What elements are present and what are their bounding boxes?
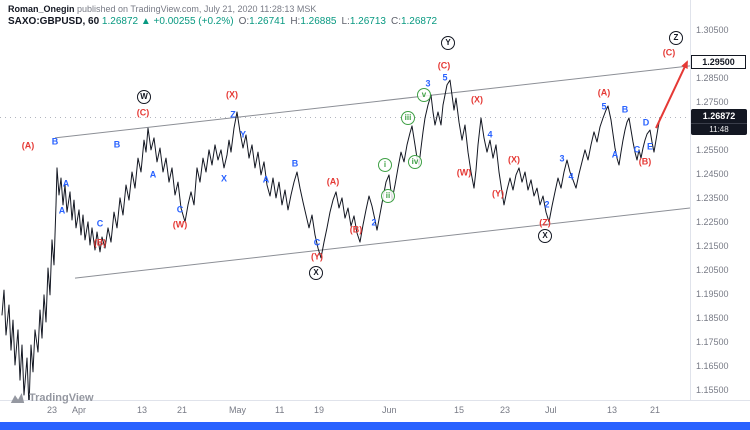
tradingview-logo-icon (10, 392, 25, 404)
y-axis-label: 1.18500 (696, 313, 729, 323)
y-axis-label: 1.15500 (696, 385, 729, 395)
y-axis-label: 1.17500 (696, 337, 729, 347)
x-axis-label: Jun (382, 405, 397, 415)
x-axis-label: 15 (454, 405, 465, 415)
y-axis-label: 1.21500 (696, 241, 729, 251)
y-axis-label: 1.16500 (696, 361, 729, 371)
y-axis-label: 1.30500 (696, 25, 729, 35)
target-price-value: 1.29500 (702, 57, 735, 67)
channel-line (74, 207, 690, 279)
chart-header: Roman_Onegin published on TradingView.co… (8, 4, 437, 27)
tradingview-brand-text: TradingView (29, 392, 94, 404)
symbol-line: SAXO:GBPUSD, 60 1.26872 ▲ +0.00255 (+0.2… (8, 16, 437, 27)
y-axis-label: 1.22500 (696, 217, 729, 227)
price-change: ▲ +0.00255 (+0.2%) (140, 16, 234, 27)
x-axis-label: 21 (177, 405, 188, 415)
last-price: 1.26872 (101, 16, 139, 27)
ohlc-open-value: 1.26741 (249, 16, 286, 27)
y-axis-label: 1.25500 (696, 145, 729, 155)
ohlc-low-value: 1.26713 (349, 16, 386, 27)
bottom-accent-bar (0, 422, 750, 430)
ohlc-open-key: O: (238, 16, 250, 27)
x-axis-label: Jul (545, 405, 557, 415)
channel-line (54, 65, 690, 139)
ohlc-close-value: 1.26872 (400, 16, 438, 27)
ohlc-high-value: 1.26885 (300, 16, 337, 27)
current-price-box: 1.26872 11:48 (691, 109, 747, 135)
tradingview-watermark[interactable]: TradingView (10, 392, 94, 404)
price-series-line (1, 79, 661, 400)
y-axis-label: 1.20500 (696, 265, 729, 275)
y-axis-label: 1.27500 (696, 97, 729, 107)
x-axis-label: 23 (500, 405, 511, 415)
x-axis-label: 21 (650, 405, 661, 415)
ohlc-low-key: L: (341, 16, 350, 27)
ohlc-close-key: C: (390, 16, 401, 27)
author-name[interactable]: Roman_Onegin (8, 4, 75, 14)
x-axis-label: 19 (314, 405, 325, 415)
y-axis-label: 1.24500 (696, 169, 729, 179)
x-axis-label: 13 (607, 405, 618, 415)
target-price-box: 1.29500 (691, 55, 746, 69)
bar-countdown: 11:48 (691, 123, 747, 135)
time-axis[interactable]: 23 Apr 13 21 May 11 19 Jun 15 23 Jul 13 21 (0, 400, 750, 418)
publish-line: Roman_Onegin published on TradingView.co… (8, 4, 437, 14)
x-axis-label: 23 (47, 405, 58, 415)
y-axis-label: 1.19500 (696, 289, 729, 299)
symbol-title[interactable]: SAXO:GBPUSD, 60 (8, 16, 100, 27)
x-axis-label: May (229, 405, 247, 415)
ohlc-high-key: H: (290, 16, 301, 27)
price-chart-svg[interactable] (0, 0, 690, 400)
x-axis-label: Apr (72, 405, 87, 415)
x-axis-label: 11 (275, 405, 285, 415)
x-axis-label: 13 (137, 405, 148, 415)
publish-text: published on TradingView.com, July 21, 2… (74, 4, 317, 14)
projection-arrow (655, 60, 688, 129)
y-axis-label: 1.23500 (696, 193, 729, 203)
current-price-value: 1.26872 (702, 111, 736, 121)
y-axis-label: 1.28500 (696, 73, 729, 83)
